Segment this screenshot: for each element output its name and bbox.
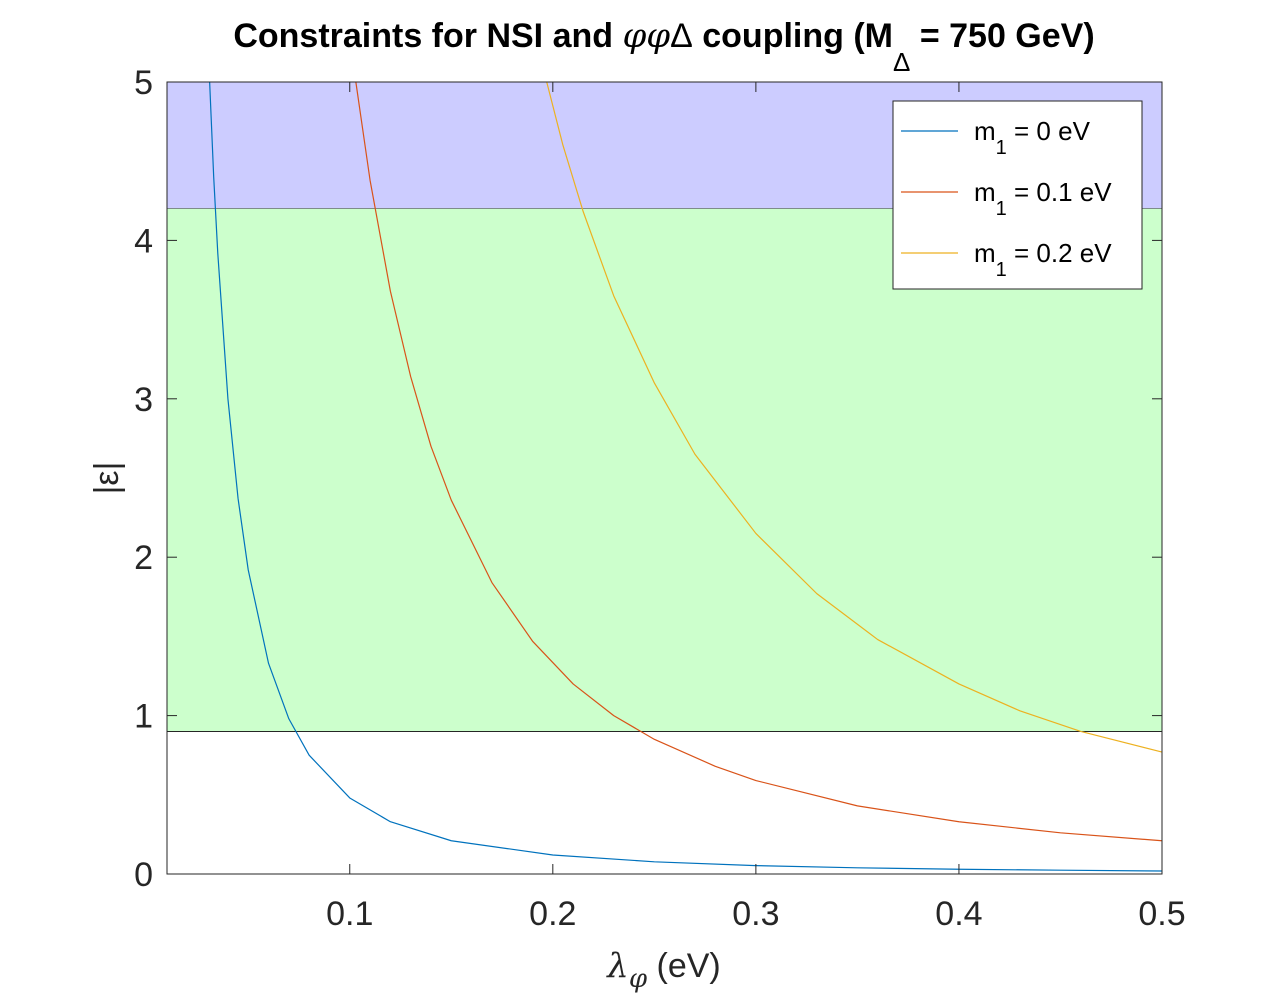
legend-label-2: m1 = 0.1 eV (974, 177, 1112, 220)
series-lines (209, 81, 1163, 872)
title-phi-2: φ (646, 16, 670, 56)
x-axis-label: λφ (eV) (605, 946, 720, 994)
x-tick-label: 0.1 (326, 895, 373, 933)
constraint-band-2 (167, 208, 1162, 732)
legend-label-3: m1 = 0.2 eV (974, 238, 1112, 281)
plot-frame (166, 81, 1163, 875)
series-line-3 (546, 81, 1163, 753)
y-tick-label: 2 (134, 539, 153, 577)
title-prefix: Constraints for NSI and (233, 17, 622, 55)
tick-labels: 0.1 0.2 0.3 0.4 0.5 0 1 2 3 4 5 (134, 64, 1186, 933)
legend: m1 = 0 eV m1 = 0.1 eV m1 = 0.2 eV (892, 100, 1143, 290)
y-tick-label: 4 (134, 222, 153, 260)
x-tick-label: 0.5 (1138, 895, 1185, 933)
legend-box (892, 100, 1143, 290)
title-middle: coupling (M (693, 17, 893, 55)
axis-ticks (167, 81, 1163, 875)
title-delta: Δ (670, 17, 693, 55)
x-label-subscript: φ (629, 964, 648, 994)
x-label-lambda: λ (605, 946, 629, 986)
title-suffix: = 750 GeV) (910, 17, 1094, 55)
x-tick-label: 0.2 (529, 895, 576, 933)
series-line-2 (355, 81, 1163, 842)
y-tick-label: 5 (134, 64, 153, 102)
series-line-1 (209, 81, 1163, 872)
chart-title: Constraints for NSI and φφΔ coupling (MΔ… (233, 16, 1094, 77)
y-axis-label: |ε| (88, 462, 126, 495)
title-subscript: Δ (893, 47, 910, 77)
y-tick-label: 0 (134, 856, 153, 894)
x-tick-label: 0.3 (732, 895, 779, 933)
legend-label-1: m1 = 0 eV (974, 116, 1091, 159)
title-phi-1: φ (622, 16, 646, 56)
x-tick-label: 0.4 (935, 895, 982, 933)
y-tick-label: 3 (134, 381, 153, 419)
y-tick-label: 1 (134, 698, 153, 736)
x-label-unit: (eV) (647, 947, 721, 985)
